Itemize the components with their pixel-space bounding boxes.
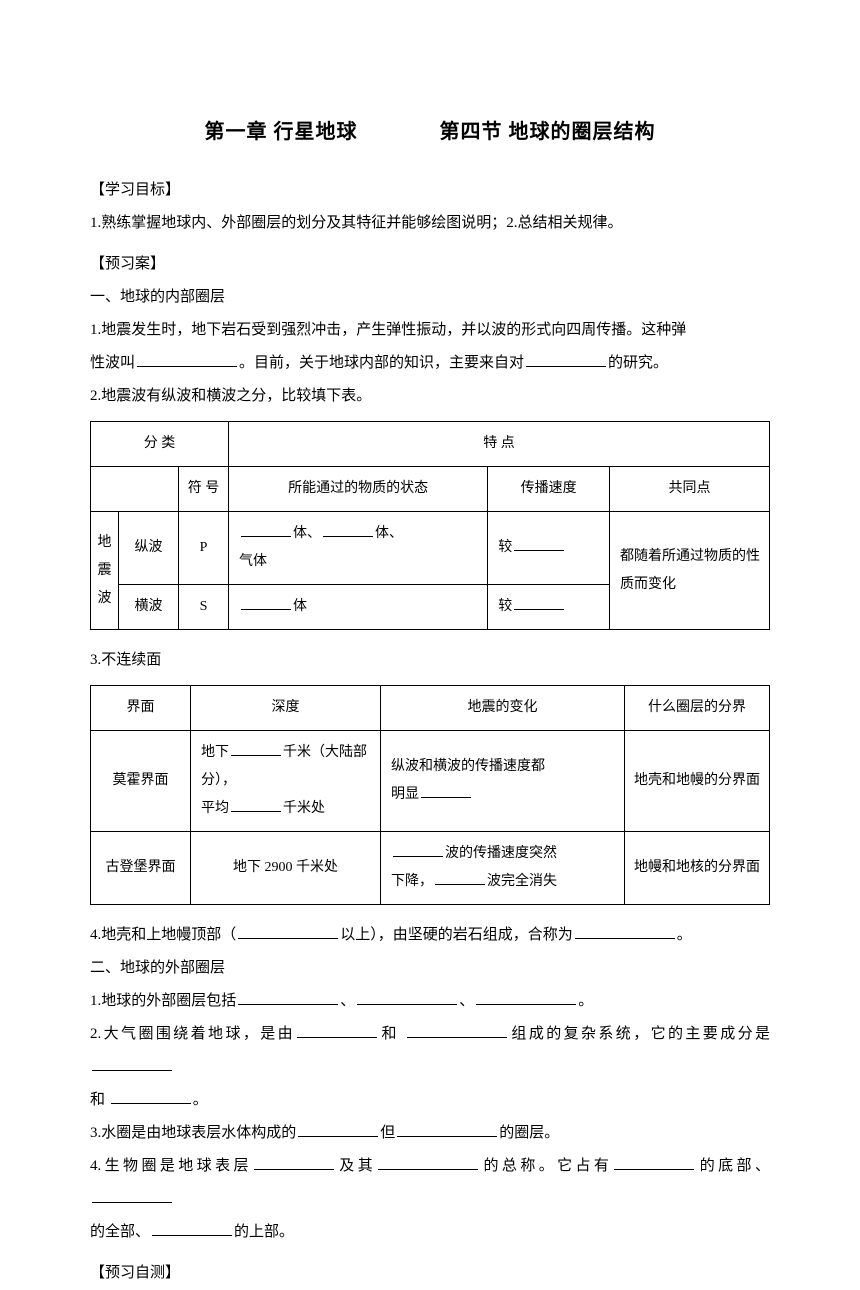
objectives-label: 【学习目标】 [90, 174, 770, 207]
q1-line2: 性波叫 。目前，关于地球内部的知识，主要来自对 的研究。 [90, 347, 770, 380]
table-row: 莫霍界面 地下千米（大陆部分），平均千米处 纵波和横波的传播速度都明显 地壳和地… [91, 731, 770, 832]
cell-gutenberg: 古登堡界面 [91, 832, 191, 905]
th-change: 地震的变化 [381, 686, 625, 731]
blank-input[interactable] [254, 1155, 334, 1170]
blank-input[interactable] [92, 1188, 172, 1203]
cell-gutenberg-boundary: 地幔和地核的分界面 [625, 832, 770, 905]
blank-input[interactable] [378, 1155, 478, 1170]
blank-input[interactable] [407, 1023, 507, 1038]
cell-moho-boundary: 地壳和地幔的分界面 [625, 731, 770, 832]
cell-speed-s: 较 [488, 585, 610, 630]
page-title: 第一章 行星地球 第四节 地球的圈层结构 [90, 110, 770, 154]
table-row: 界面 深度 地震的变化 什么圈层的分界 [91, 686, 770, 731]
q1-prefix: 性波叫 [90, 355, 135, 371]
cell-longitudinal: 纵波 [119, 512, 179, 585]
th-boundary: 什么圈层的分界 [625, 686, 770, 731]
preview-label: 【预习案】 [90, 248, 770, 281]
part1-title: 一、地球的内部圈层 [90, 281, 770, 314]
blank-input[interactable] [92, 1056, 172, 1071]
blank-input[interactable] [514, 596, 564, 610]
blank-input[interactable] [297, 1023, 377, 1038]
table-wave-types: 分 类 特 点 符 号 所能通过的物质的状态 传播速度 共同点 地震波 纵波 P… [90, 421, 770, 630]
table-row: 地震波 纵波 P 体、体、气体 较 都随着所通过物质的性质而变化 [91, 512, 770, 585]
th-depth: 深度 [191, 686, 381, 731]
selftest-label: 【预习自测】 [90, 1257, 770, 1290]
blank-input[interactable] [323, 523, 373, 537]
blank-input[interactable] [514, 537, 564, 551]
blank-input[interactable] [393, 843, 443, 857]
blank-input[interactable] [298, 1122, 378, 1137]
blank-input[interactable] [238, 924, 338, 939]
blank-input[interactable] [614, 1155, 694, 1170]
blank-input[interactable] [526, 352, 606, 367]
blank-input[interactable] [231, 798, 281, 812]
th-category: 分 类 [91, 422, 229, 467]
q1-suffix: 的研究。 [608, 355, 668, 371]
table-row: 分 类 特 点 [91, 422, 770, 467]
blank-input[interactable] [111, 1089, 191, 1104]
table-row: 符 号 所能通过的物质的状态 传播速度 共同点 [91, 467, 770, 512]
cell-common: 都随着所通过物质的性质而变化 [610, 512, 770, 630]
cell-sym-s: S [179, 585, 229, 630]
cell-moho: 莫霍界面 [91, 731, 191, 832]
cell-gutenberg-change: 波的传播速度突然下降，波完全消失 [381, 832, 625, 905]
q1-line1: 1.地震发生时，地下岩石受到强烈冲击，产生弹性振动，并以波的形式向四周传播。这种… [90, 314, 770, 347]
section-title: 第四节 地球的圈层结构 [440, 121, 656, 143]
cell-transverse: 横波 [119, 585, 179, 630]
blank-input[interactable] [152, 1221, 232, 1236]
th-common: 共同点 [610, 467, 770, 512]
table-discontinuity: 界面 深度 地震的变化 什么圈层的分界 莫霍界面 地下千米（大陆部分），平均千米… [90, 685, 770, 905]
blank-input[interactable] [357, 990, 457, 1005]
blank-input[interactable] [421, 784, 471, 798]
th-symbol: 符 号 [179, 467, 229, 512]
cell-moho-depth: 地下千米（大陆部分），平均千米处 [191, 731, 381, 832]
p2-q4: 4.生物圈是地球表层及其的总称。它占有的底部、的全部、的上部。 [90, 1150, 770, 1249]
blank-input[interactable] [137, 352, 237, 367]
q4-text: 4.地壳和上地幔顶部（以上），由坚硬的岩石组成，合称为。 [90, 919, 770, 952]
p2-q3: 3.水圈是由地球表层水体构成的但的圈层。 [90, 1117, 770, 1150]
row-seismic: 地震波 [91, 512, 119, 630]
cell-moho-change: 纵波和横波的传播速度都明显 [381, 731, 625, 832]
cell-gutenberg-depth: 地下 2900 千米处 [191, 832, 381, 905]
th-interface: 界面 [91, 686, 191, 731]
blank-input[interactable] [241, 523, 291, 537]
table-row: 古登堡界面 地下 2900 千米处 波的传播速度突然下降，波完全消失 地幔和地核… [91, 832, 770, 905]
blank-input[interactable] [238, 990, 338, 1005]
th-speed: 传播速度 [488, 467, 610, 512]
blank-input[interactable] [231, 742, 281, 756]
th-feature: 特 点 [229, 422, 770, 467]
cell-medium-s: 体 [229, 585, 488, 630]
blank-input[interactable] [476, 990, 576, 1005]
blank-input[interactable] [397, 1122, 497, 1137]
cell-sym-p: P [179, 512, 229, 585]
th-medium: 所能通过的物质的状态 [229, 467, 488, 512]
part2-title: 二、地球的外部圈层 [90, 952, 770, 985]
blank-input[interactable] [241, 596, 291, 610]
objectives-text: 1.熟练掌握地球内、外部圈层的划分及其特征并能够绘图说明；2.总结相关规律。 [90, 207, 770, 240]
chapter-title: 第一章 行星地球 [205, 121, 358, 143]
q1-mid: 。目前，关于地球内部的知识，主要来自对 [239, 355, 524, 371]
cell-speed-p: 较 [488, 512, 610, 585]
q2-text: 2.地震波有纵波和横波之分，比较填下表。 [90, 380, 770, 413]
p2-q2: 2.大气圈围绕着地球，是由和 组成的复杂系统，它的主要成分是和 。 [90, 1018, 770, 1117]
p2-q1: 1.地球的外部圈层包括、、。 [90, 985, 770, 1018]
cell-medium-p: 体、体、气体 [229, 512, 488, 585]
q3-text: 3.不连续面 [90, 644, 770, 677]
blank-input[interactable] [575, 924, 675, 939]
blank-input[interactable] [435, 871, 485, 885]
